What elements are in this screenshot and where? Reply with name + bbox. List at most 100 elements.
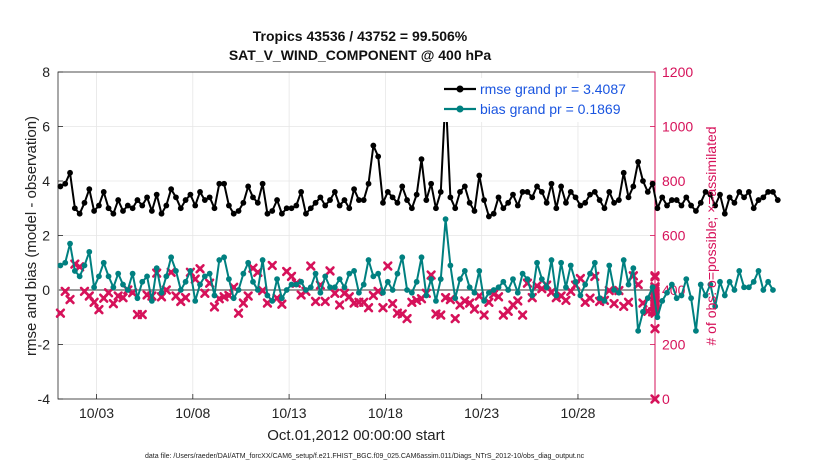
obs-mark-core: [366, 305, 371, 310]
y-axis-right-label: # of obs: o=possible; ×=assimilated: [703, 126, 719, 345]
bias-point: [250, 278, 256, 285]
obs-assimilated-point: [89, 297, 99, 307]
obs-mark-core: [58, 310, 63, 316]
chart-subtitle: SAT_V_WIND_COMPONENT @ 400 hPa: [229, 47, 492, 63]
obs-assimilated-point: [623, 297, 634, 307]
rmse-point: [365, 180, 372, 187]
rmse-point: [750, 205, 757, 212]
rmse-point: [211, 205, 218, 212]
bias-point: [606, 262, 613, 269]
rmse-point: [303, 210, 309, 217]
rmse-point: [534, 183, 540, 190]
rmse-point: [558, 183, 565, 190]
rmse-point: [274, 197, 280, 203]
obs-mark-core: [578, 276, 583, 281]
obs-mark-core: [438, 312, 443, 318]
rmse-point: [736, 189, 743, 195]
bias-point: [283, 287, 290, 293]
bias-point: [206, 270, 213, 277]
bias-point: [322, 273, 329, 280]
bias-point: [736, 268, 743, 274]
obs-mark-core: [486, 300, 492, 305]
rmse-point: [529, 194, 536, 201]
obs-assimilated-point: [60, 286, 70, 297]
series-lines: [57, 90, 781, 334]
rmse-point: [389, 194, 396, 201]
rmse-point: [519, 189, 526, 195]
rmse-point: [230, 210, 237, 217]
rmse-point: [673, 197, 680, 203]
bias-point: [514, 289, 521, 296]
rmse-point: [408, 205, 415, 212]
obs-mark-core: [385, 263, 390, 269]
obs-mark-core: [183, 295, 188, 300]
rmse-point: [105, 205, 112, 212]
rmse-point: [611, 199, 617, 206]
rmse-point: [360, 197, 367, 203]
bias-point: [693, 327, 699, 334]
rmse-point: [481, 197, 487, 203]
bias-point: [370, 273, 377, 280]
bias-point: [221, 254, 228, 261]
bias-point: [105, 273, 112, 280]
bias-point: [630, 265, 637, 272]
obs-mark-core: [63, 289, 68, 294]
obs-mark-core: [626, 300, 631, 305]
x-tick-label: 10/23: [464, 405, 499, 421]
rmse-point: [702, 189, 709, 195]
rmse-point: [635, 159, 642, 165]
rmse-point: [707, 191, 714, 198]
bias-point: [510, 276, 516, 282]
rmse-point: [721, 210, 728, 217]
rmse-point: [356, 197, 362, 203]
bias-point: [336, 276, 343, 282]
rmse-point: [731, 199, 738, 206]
bias-point: [611, 287, 617, 293]
obs-mark-core: [140, 312, 145, 317]
obs-mark-core: [448, 297, 453, 302]
obs-mark-core: [279, 301, 285, 307]
legend-rmse-marker: [456, 85, 464, 93]
bias-point: [572, 278, 579, 285]
data-file-note: data file: /Users/raeder/DAI/ATM_forcXX/…: [145, 453, 585, 460]
rmse-point: [567, 189, 574, 195]
obs-assimilated-point: [325, 266, 335, 276]
rmse-point: [312, 199, 319, 206]
rmse-point: [664, 202, 670, 209]
bias-point: [505, 287, 512, 293]
rmse-point: [741, 194, 747, 201]
rmse-point: [182, 197, 189, 203]
obs-mark-core: [245, 293, 251, 299]
rmse-point: [668, 197, 675, 203]
rmse-point: [755, 197, 762, 203]
obs-mark-core: [260, 288, 265, 293]
bias-point: [404, 287, 410, 293]
obs-mark-core: [428, 272, 434, 278]
bias-point: [466, 284, 473, 291]
obs-assimilated-point: [378, 303, 388, 313]
obs-assimilated-point: [94, 304, 104, 315]
bias-point: [567, 262, 574, 269]
rmse-point: [433, 205, 439, 212]
rmse-point: [380, 199, 386, 206]
right-tick-label: 1000: [662, 119, 693, 135]
rmse-point: [582, 199, 589, 206]
bias-point: [293, 281, 300, 288]
rmse-point: [490, 210, 497, 217]
series-rmse: [57, 90, 781, 220]
bias-point: [317, 289, 324, 296]
rmse-point: [659, 194, 666, 201]
bias-point: [211, 292, 218, 299]
bias-point: [640, 308, 646, 315]
obs-assimilated-point: [65, 294, 75, 305]
bias-point: [664, 289, 670, 296]
rmse-point: [538, 189, 545, 195]
obs-assimilated-point: [200, 288, 210, 298]
obs-assimilated-point: [137, 309, 147, 320]
rmse-point: [466, 199, 473, 206]
rmse-point: [514, 202, 521, 209]
bias-point: [668, 281, 675, 288]
obs-mark-core: [472, 306, 477, 312]
